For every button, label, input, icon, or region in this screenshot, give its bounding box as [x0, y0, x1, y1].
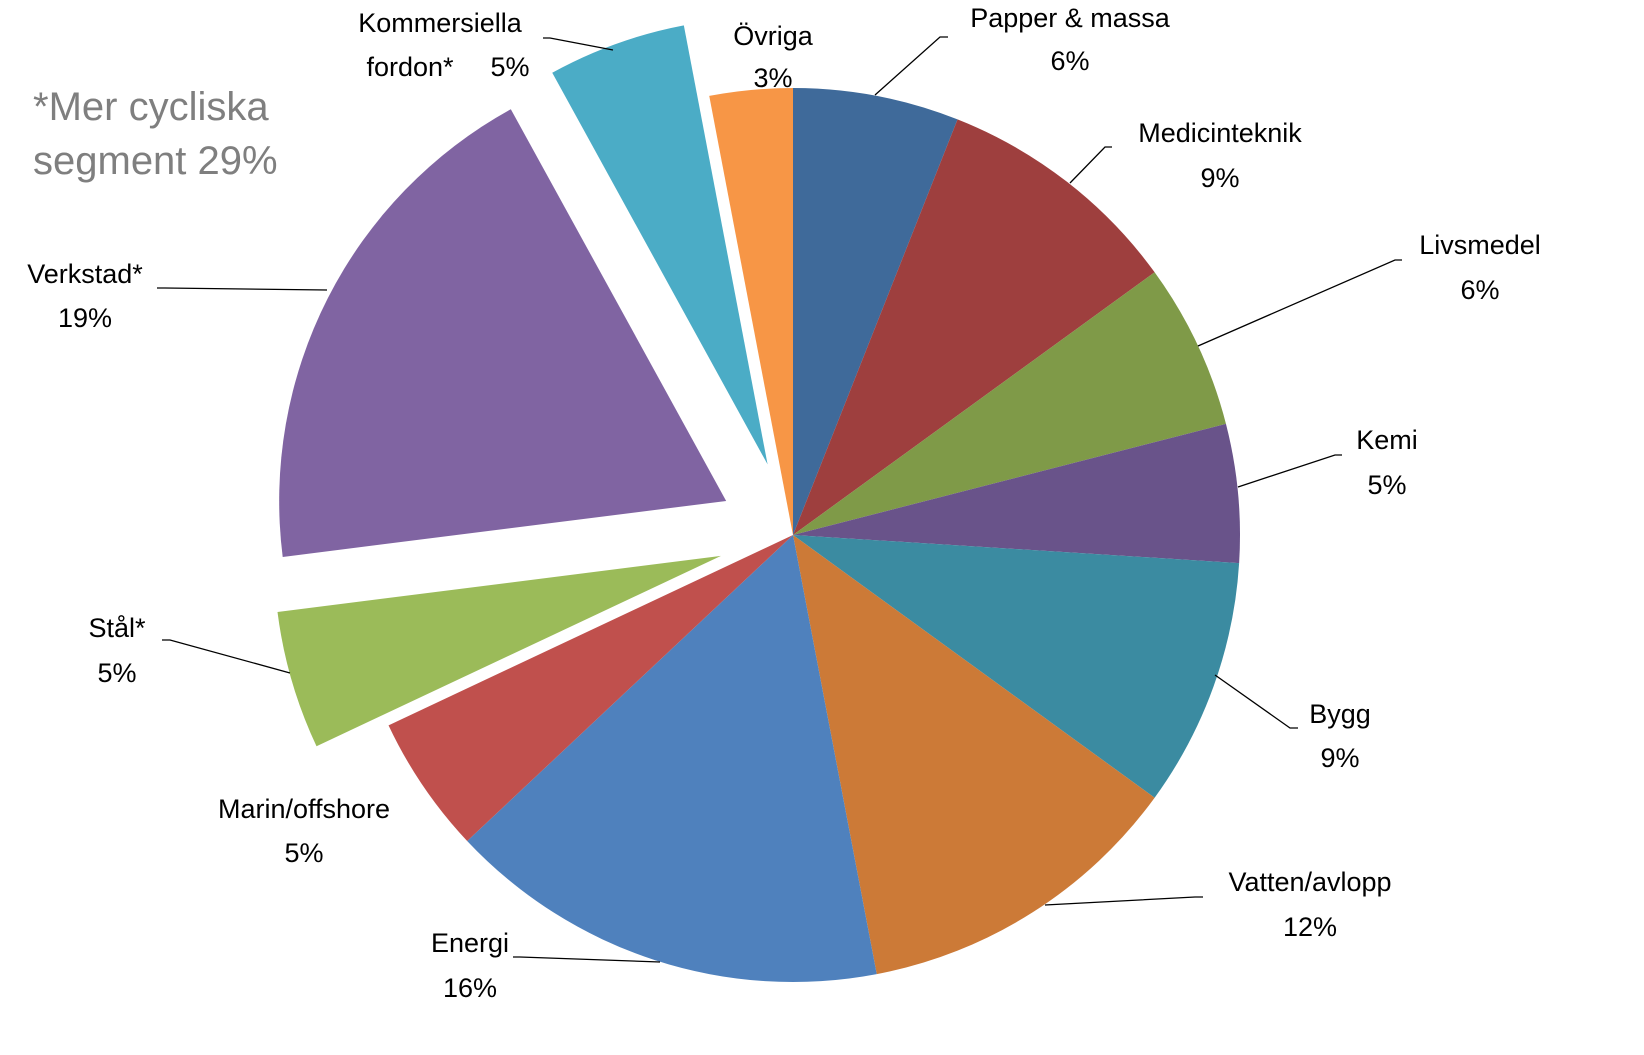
leader-line	[162, 639, 291, 674]
value-label: 12%	[1283, 912, 1337, 942]
value-label: 6%	[1050, 46, 1089, 76]
value-label: 16%	[443, 973, 497, 1003]
pie-slice	[793, 119, 1155, 536]
leader-line	[1214, 674, 1298, 729]
pie-slice	[793, 88, 958, 535]
annotation: *Mer cycliska segment 29%	[33, 85, 278, 183]
category-label: Papper & massa	[970, 3, 1171, 33]
category-label: Övriga	[733, 21, 814, 51]
leader-line	[513, 956, 661, 963]
pie-slice	[709, 88, 793, 535]
category-label: Stål*	[88, 613, 146, 643]
value-label: 5%	[1367, 470, 1406, 500]
pie-slice	[793, 423, 1240, 564]
pie-slice	[552, 25, 768, 465]
pie-slice	[793, 535, 1240, 798]
category-label: Vatten/avlopp	[1228, 867, 1391, 897]
category-label: Medicinteknik	[1138, 118, 1302, 148]
category-label: Marin/offshore	[218, 794, 390, 824]
pie-slice	[277, 555, 721, 747]
leader-line	[1044, 896, 1203, 906]
pie-slice	[793, 272, 1226, 535]
value-label: 19%	[58, 303, 112, 333]
pie-slice	[388, 535, 793, 841]
leader-line	[1197, 259, 1402, 347]
leader-line	[157, 287, 328, 291]
value-label: 9%	[1320, 743, 1359, 773]
category-label: Kommersiella fordon*	[358, 8, 523, 82]
leader-line	[1237, 454, 1342, 488]
value-label: 9%	[1200, 163, 1239, 193]
pie-slice	[279, 109, 727, 557]
value-label: 5%	[284, 838, 323, 868]
category-label: Bygg	[1309, 699, 1371, 729]
leader-line	[543, 37, 614, 51]
value-label: 6%	[1460, 275, 1499, 305]
pie-slice	[467, 535, 877, 982]
leader-line	[1069, 146, 1112, 184]
category-label: Kemi	[1356, 425, 1418, 455]
value-label: 5%	[490, 52, 529, 82]
value-label: 5%	[97, 658, 136, 688]
category-label: Energi	[431, 928, 509, 958]
pie-slice	[793, 535, 1155, 975]
leader-line	[874, 36, 948, 96]
category-label: Verkstad*	[27, 259, 143, 289]
value-label: 3%	[753, 63, 792, 93]
category-label: Livsmedel	[1419, 230, 1541, 260]
